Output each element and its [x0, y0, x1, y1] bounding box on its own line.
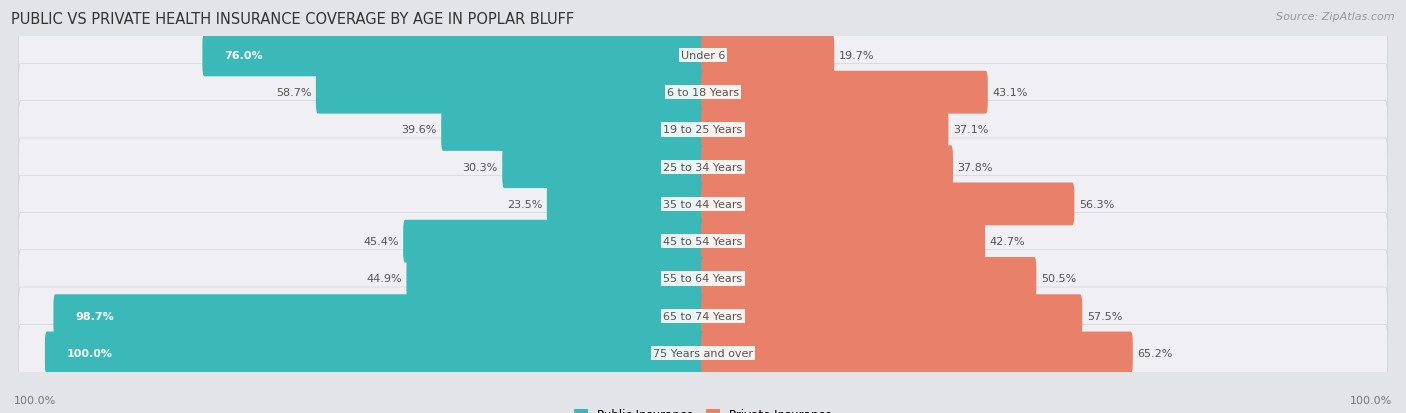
- FancyBboxPatch shape: [547, 183, 704, 226]
- Text: 30.3%: 30.3%: [463, 162, 498, 172]
- FancyBboxPatch shape: [18, 325, 1388, 382]
- Text: 58.7%: 58.7%: [276, 88, 311, 98]
- FancyBboxPatch shape: [18, 250, 1388, 307]
- FancyBboxPatch shape: [702, 294, 1083, 337]
- FancyBboxPatch shape: [702, 109, 949, 152]
- FancyBboxPatch shape: [406, 257, 704, 300]
- Text: PUBLIC VS PRIVATE HEALTH INSURANCE COVERAGE BY AGE IN POPLAR BLUFF: PUBLIC VS PRIVATE HEALTH INSURANCE COVER…: [11, 12, 575, 27]
- Legend: Public Insurance, Private Insurance: Public Insurance, Private Insurance: [569, 404, 837, 413]
- Text: 65 to 74 Years: 65 to 74 Years: [664, 311, 742, 321]
- Text: 19 to 25 Years: 19 to 25 Years: [664, 125, 742, 135]
- Text: 56.3%: 56.3%: [1078, 199, 1114, 209]
- Text: 76.0%: 76.0%: [224, 51, 263, 61]
- FancyBboxPatch shape: [702, 332, 1133, 375]
- FancyBboxPatch shape: [18, 176, 1388, 233]
- Text: 100.0%: 100.0%: [1350, 395, 1392, 405]
- Text: 98.7%: 98.7%: [75, 311, 114, 321]
- FancyBboxPatch shape: [702, 257, 1036, 300]
- Text: 75 Years and over: 75 Years and over: [652, 348, 754, 358]
- Text: 25 to 34 Years: 25 to 34 Years: [664, 162, 742, 172]
- FancyBboxPatch shape: [18, 27, 1388, 84]
- Text: Source: ZipAtlas.com: Source: ZipAtlas.com: [1277, 12, 1395, 22]
- FancyBboxPatch shape: [441, 109, 704, 152]
- FancyBboxPatch shape: [18, 139, 1388, 196]
- Text: 19.7%: 19.7%: [839, 51, 875, 61]
- Text: 57.5%: 57.5%: [1087, 311, 1122, 321]
- FancyBboxPatch shape: [702, 34, 834, 77]
- FancyBboxPatch shape: [702, 220, 986, 263]
- FancyBboxPatch shape: [18, 287, 1388, 344]
- Text: 45 to 54 Years: 45 to 54 Years: [664, 237, 742, 247]
- FancyBboxPatch shape: [702, 183, 1074, 226]
- Text: 100.0%: 100.0%: [66, 348, 112, 358]
- FancyBboxPatch shape: [316, 71, 704, 114]
- FancyBboxPatch shape: [18, 64, 1388, 121]
- Text: 44.9%: 44.9%: [366, 274, 402, 284]
- FancyBboxPatch shape: [18, 102, 1388, 159]
- Text: 55 to 64 Years: 55 to 64 Years: [664, 274, 742, 284]
- Text: 37.8%: 37.8%: [957, 162, 993, 172]
- FancyBboxPatch shape: [202, 34, 704, 77]
- FancyBboxPatch shape: [702, 71, 988, 114]
- FancyBboxPatch shape: [404, 220, 704, 263]
- FancyBboxPatch shape: [53, 294, 704, 337]
- Text: 23.5%: 23.5%: [508, 199, 543, 209]
- FancyBboxPatch shape: [18, 213, 1388, 270]
- FancyBboxPatch shape: [45, 332, 704, 375]
- Text: 50.5%: 50.5%: [1040, 274, 1076, 284]
- FancyBboxPatch shape: [702, 146, 953, 189]
- Text: 100.0%: 100.0%: [14, 395, 56, 405]
- Text: Under 6: Under 6: [681, 51, 725, 61]
- Text: 37.1%: 37.1%: [953, 125, 988, 135]
- FancyBboxPatch shape: [502, 146, 704, 189]
- Text: 42.7%: 42.7%: [990, 237, 1025, 247]
- Text: 35 to 44 Years: 35 to 44 Years: [664, 199, 742, 209]
- Text: 65.2%: 65.2%: [1137, 348, 1173, 358]
- Text: 43.1%: 43.1%: [993, 88, 1028, 98]
- Text: 39.6%: 39.6%: [401, 125, 437, 135]
- Text: 45.4%: 45.4%: [363, 237, 398, 247]
- Text: 6 to 18 Years: 6 to 18 Years: [666, 88, 740, 98]
